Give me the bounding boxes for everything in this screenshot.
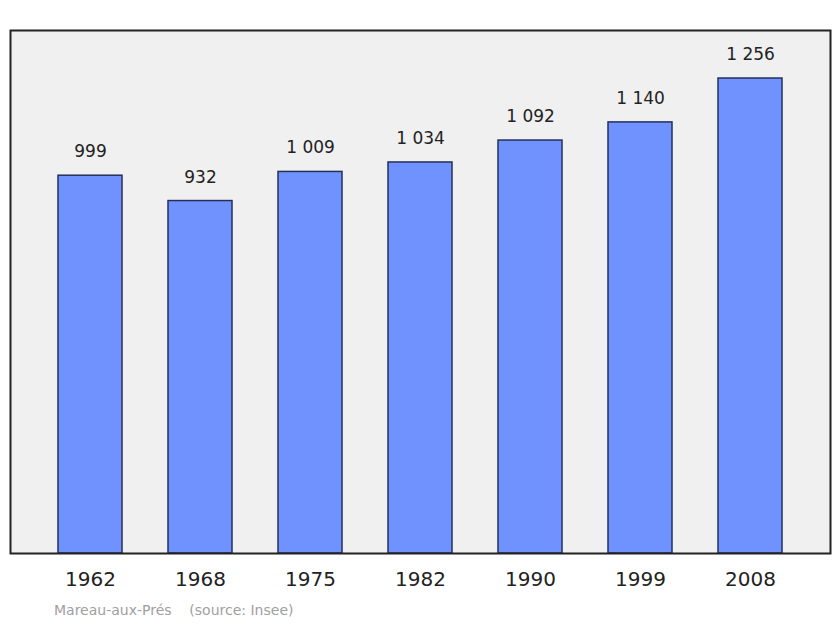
- svg-text:1 034: 1 034: [396, 128, 445, 148]
- svg-text:1968: 1968: [175, 567, 226, 591]
- svg-text:1 256: 1 256: [726, 44, 775, 64]
- svg-text:932: 932: [184, 166, 216, 186]
- svg-text:999: 999: [74, 141, 106, 161]
- svg-text:1990: 1990: [505, 567, 556, 591]
- svg-text:1975: 1975: [285, 567, 336, 591]
- svg-text:1962: 1962: [65, 567, 116, 591]
- svg-text:1 009: 1 009: [286, 137, 335, 157]
- svg-text:1 140: 1 140: [616, 88, 665, 108]
- svg-text:1999: 1999: [615, 567, 666, 591]
- svg-text:1 092: 1 092: [506, 106, 555, 126]
- svg-text:1982: 1982: [395, 567, 446, 591]
- html-text:Mareau-aux-Prés (source: Insee: Mareau-aux-Prés (source: Insee): [54, 602, 294, 618]
- svg-text:2008: 2008: [725, 567, 776, 591]
